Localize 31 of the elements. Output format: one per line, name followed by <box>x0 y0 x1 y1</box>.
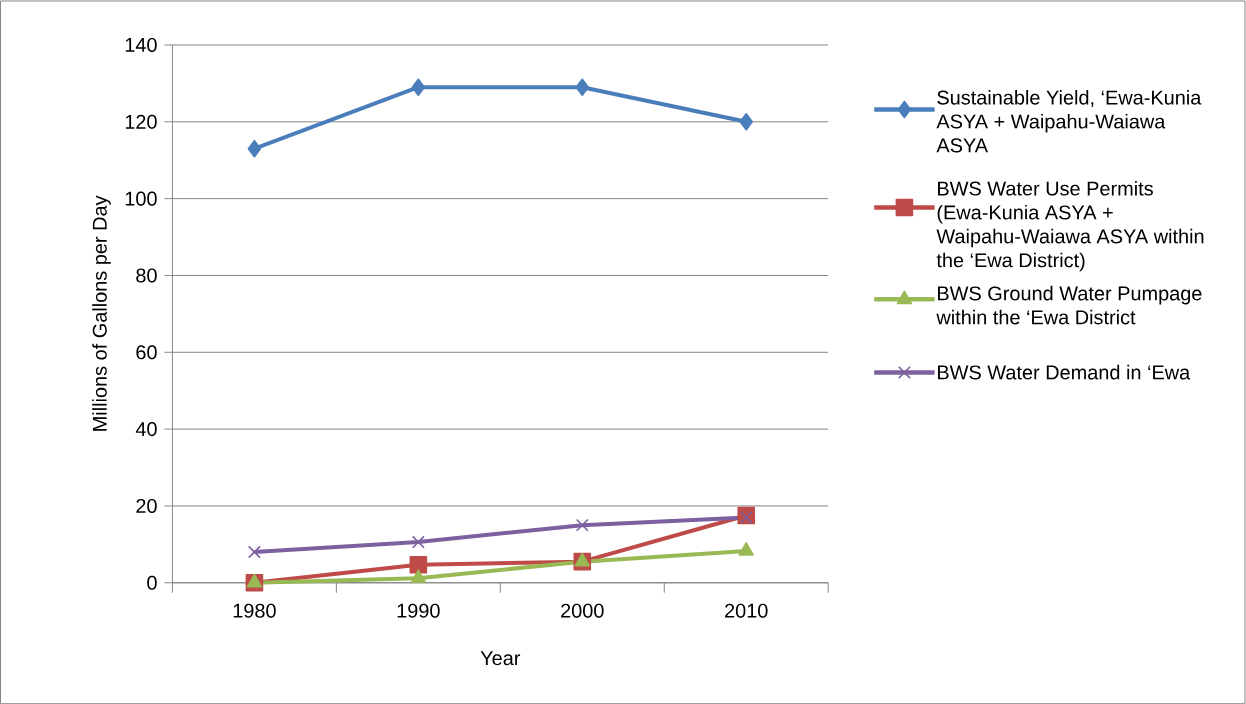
point <box>410 569 427 583</box>
point <box>575 518 589 532</box>
point <box>738 541 754 556</box>
point <box>574 552 591 567</box>
y-axis-title: Millions of Gallons per Day <box>92 195 111 431</box>
x-tick-label: 2010 <box>725 603 768 618</box>
legend-label: BWS Water Use Permits (Ewa-Kunia ASYA + Waipahu-Waiawa ASYA within the ‘Ewa District) <box>936 180 1204 272</box>
y-tick-label: 20 <box>136 498 157 513</box>
point <box>247 545 261 559</box>
y-tick-label: 140 <box>125 37 157 52</box>
x-axis-title: Year <box>480 651 521 666</box>
legend-label: BWS Water Demand in ‘Ewa <box>938 364 1191 380</box>
point <box>247 139 262 158</box>
point <box>246 573 263 588</box>
y-tick-label: 120 <box>125 114 157 129</box>
x-tick-label: 1980 <box>233 603 276 618</box>
y-tick-label: 40 <box>135 421 157 437</box>
point <box>411 78 426 96</box>
legend-label: BWS Ground Water Pumpage within the ‘Ewa District <box>936 285 1202 325</box>
point <box>409 555 428 574</box>
point <box>739 510 753 524</box>
legend-label: Sustainable Yield, ‘Ewa-Kunia ASYA + Waipahu-Waiawa ASYA <box>936 89 1202 153</box>
y-tick-label: 0 <box>147 575 157 590</box>
y-tick-label: 80 <box>136 268 157 283</box>
y-tick-label: 100 <box>125 191 157 206</box>
x-tick-label: 2000 <box>561 603 604 618</box>
point <box>411 535 425 549</box>
x-tick-label: 1990 <box>397 603 440 618</box>
y-tick-label: 60 <box>136 345 157 360</box>
point <box>739 112 754 131</box>
point <box>575 78 590 96</box>
